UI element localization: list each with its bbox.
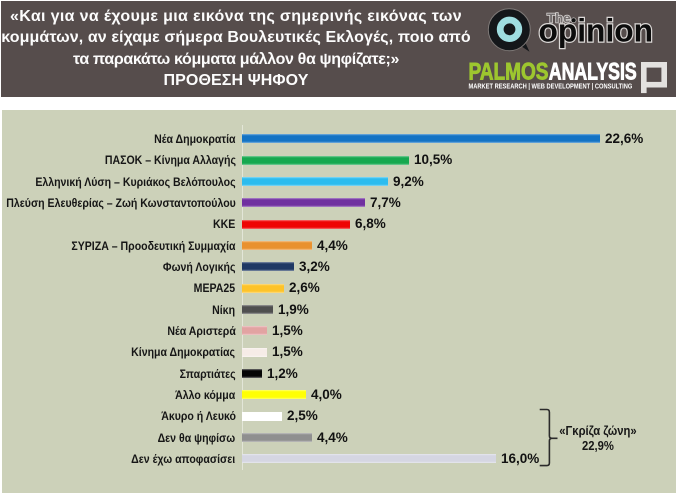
svg-text:opinion: opinion	[539, 13, 654, 49]
svg-text:The: The	[547, 10, 571, 25]
svg-text:PALMOS: PALMOS	[469, 57, 549, 85]
svg-text:MARKET RESEARCH | WEB DEVELOPM: MARKET RESEARCH | WEB DEVELOPMENT | CONS…	[469, 83, 633, 91]
svg-text:ANALYSIS: ANALYSIS	[549, 59, 637, 85]
